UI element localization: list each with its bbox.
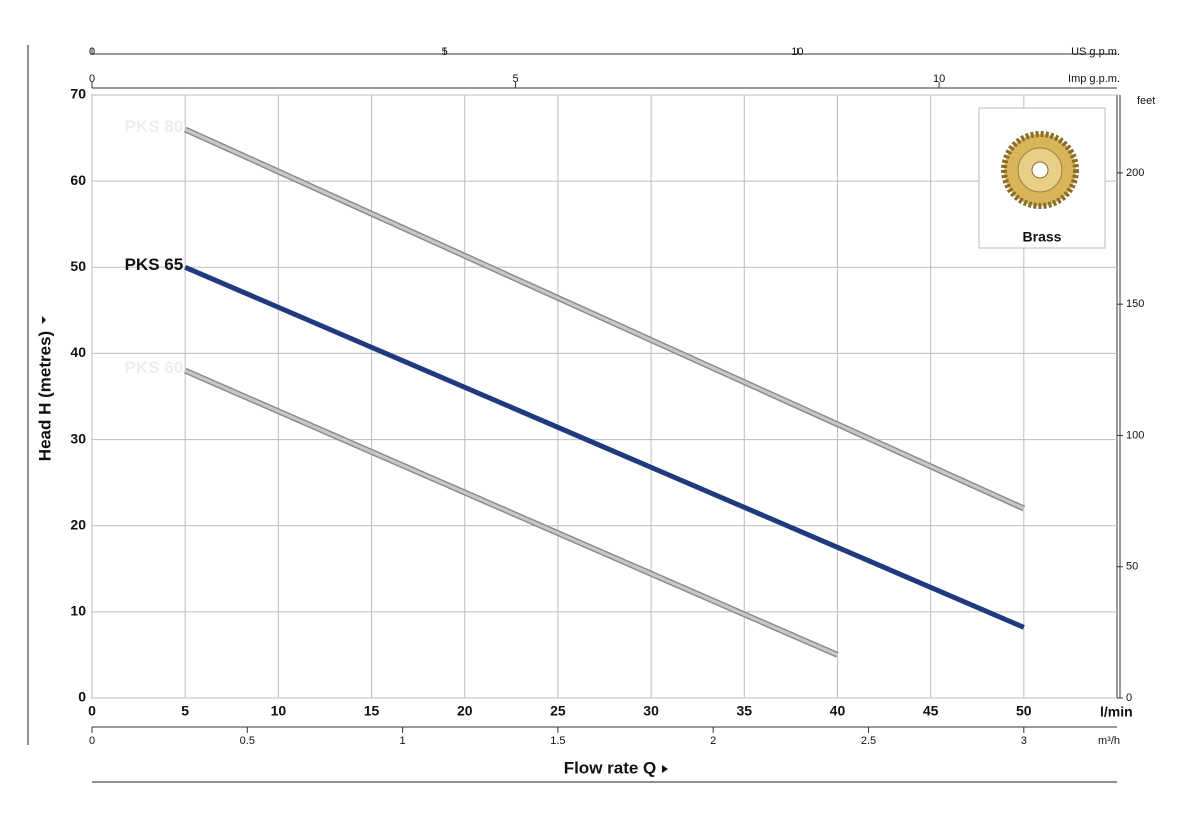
x-tick-label: 35: [736, 703, 752, 719]
impeller: [1031, 161, 1049, 179]
y-axis-title: Head H (metres): [35, 331, 54, 461]
x-tick-label: 45: [923, 703, 939, 719]
x-axis-title: Flow rate Q: [564, 758, 657, 777]
x-tick-label: 10: [271, 703, 287, 719]
y2-tick-label: 100: [1126, 429, 1144, 441]
x-tick-label: 5: [181, 703, 189, 719]
arrow: [42, 316, 46, 324]
y-tick-label: 0: [78, 689, 86, 705]
x-tick-label: 40: [830, 703, 846, 719]
x-tick-label: 25: [550, 703, 566, 719]
secondary-tick-label: 1.5: [550, 735, 565, 747]
x-tick-label: 50: [1016, 703, 1032, 719]
y2-tick-label: 200: [1126, 167, 1144, 179]
y-tick-label: 10: [70, 603, 86, 619]
y-tick-label: 20: [70, 516, 86, 532]
secondary-tick-label: 2: [710, 735, 716, 747]
secondary-tick-label: 10: [933, 73, 945, 85]
secondary-tick-label: 0: [89, 73, 95, 85]
secondary-axis-label: m³/h: [1098, 735, 1120, 747]
y-tick-label: 50: [70, 258, 86, 274]
y-tick-label: 70: [70, 86, 86, 102]
secondary-tick-label: 5: [512, 73, 518, 85]
y-tick-label: 60: [70, 172, 86, 188]
arrow: [662, 765, 668, 773]
secondary-tick-label: 0: [89, 735, 95, 747]
y2-tick-label: 50: [1126, 561, 1138, 573]
secondary-axis-label: US g.p.m.: [1071, 46, 1120, 58]
y-tick-label: 30: [70, 430, 86, 446]
x-tick-label: 15: [364, 703, 380, 719]
secondary-tick-label: 5: [442, 46, 448, 58]
y2-tick-label: 150: [1126, 298, 1144, 310]
x-unit: l/min: [1100, 704, 1133, 720]
inset-label: Brass: [1023, 229, 1062, 245]
y2-axis-title: feet: [1137, 95, 1155, 107]
series-line: [184, 264, 1025, 630]
series-label: PKS 80: [125, 117, 184, 136]
secondary-tick-label: 3: [1021, 735, 1027, 747]
x-tick-label: 0: [88, 703, 96, 719]
inset: Brass: [978, 107, 1106, 249]
secondary-tick-label: 2.5: [861, 735, 876, 747]
y-tick-label: 40: [70, 344, 86, 360]
secondary-tick-label: 10: [791, 46, 803, 58]
series-line: [184, 128, 1025, 510]
x-tick-label: 30: [643, 703, 659, 719]
y2-tick-label: 0: [1126, 692, 1132, 704]
x-tick-label: 20: [457, 703, 473, 719]
series-label: PKS 65: [125, 255, 184, 274]
secondary-axis-label: Imp g.p.m.: [1068, 73, 1120, 85]
secondary-tick-label: 0.5: [240, 735, 255, 747]
secondary-tick-label: 1: [400, 735, 406, 747]
series-label: PKS 60: [125, 358, 184, 377]
secondary-tick-label: 0: [89, 46, 95, 58]
series-line: [184, 369, 839, 657]
